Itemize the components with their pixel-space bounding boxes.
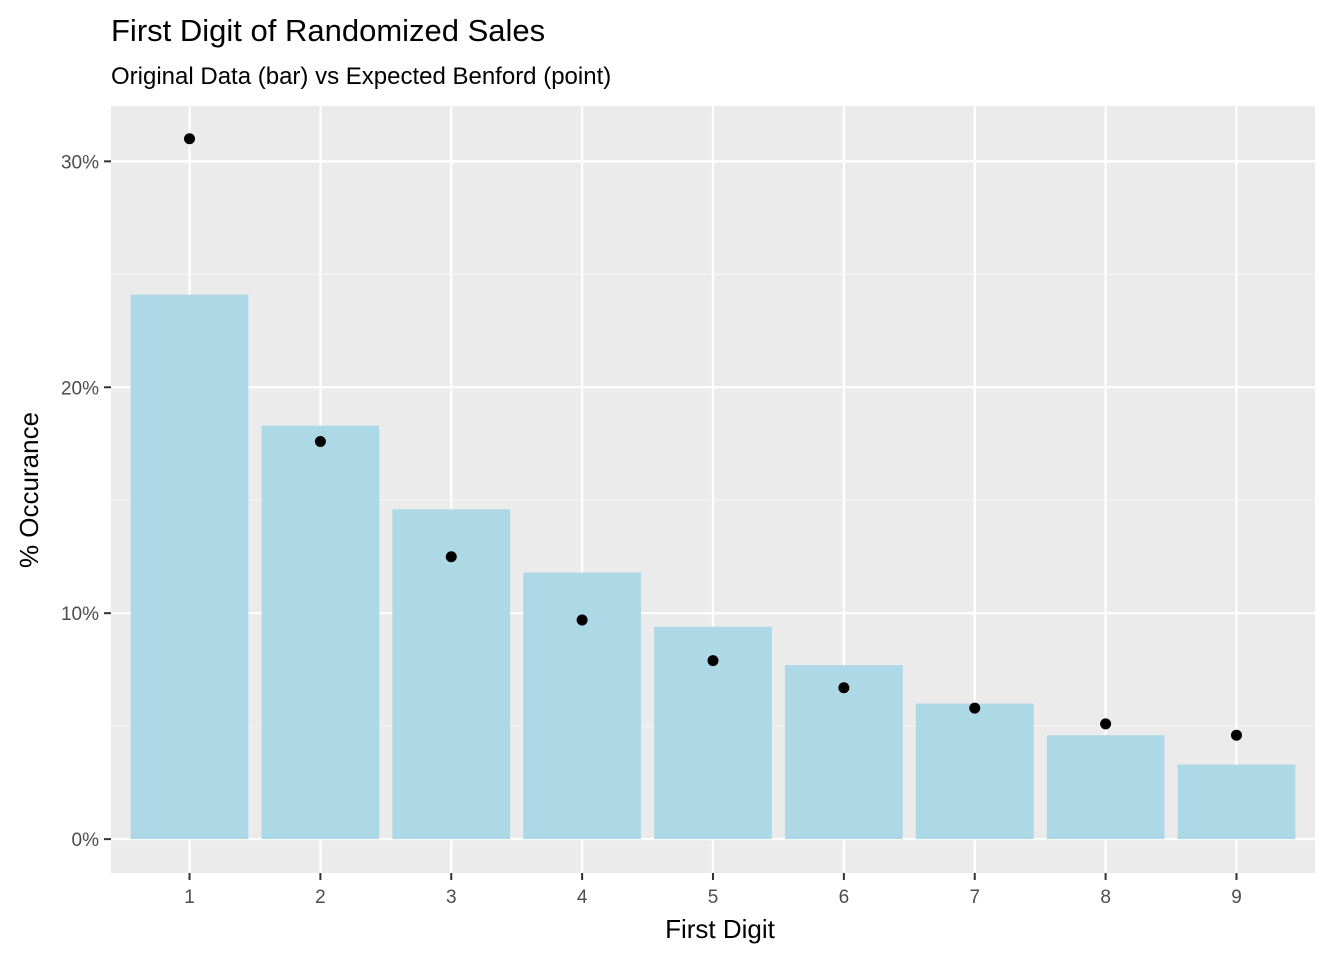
bar-1 (130, 294, 249, 840)
bar-9 (1177, 764, 1296, 840)
x-tick-label: 8 (1100, 887, 1111, 908)
point-series (184, 133, 1242, 741)
bar-6 (784, 665, 903, 840)
y-tick-label: 20% (61, 378, 99, 399)
point-2 (314, 435, 326, 447)
point-9 (1230, 729, 1242, 741)
chart-subtitle: Original Data (bar) vs Expected Benford … (111, 63, 611, 90)
bar-7 (915, 703, 1034, 840)
x-tick-label: 4 (577, 887, 588, 908)
x-axis: 1 2 3 4 5 6 7 8 9 (184, 873, 1242, 908)
point-5 (707, 655, 719, 667)
bar-2 (261, 425, 380, 840)
x-tick-label: 6 (839, 887, 850, 908)
point-4 (576, 614, 588, 626)
y-axis-title: % Occurance (14, 412, 44, 568)
y-tick-label: 0% (72, 830, 100, 851)
x-tick-label: 2 (315, 887, 326, 908)
point-7 (969, 702, 981, 714)
x-tick-label: 5 (708, 887, 719, 908)
x-axis-title: First Digit (665, 914, 776, 944)
x-tick-label: 3 (446, 887, 457, 908)
bar-4 (523, 572, 642, 840)
point-6 (838, 682, 850, 694)
bar-3 (392, 509, 511, 840)
point-3 (445, 551, 457, 563)
y-axis: 0% 10% 20% 30% (61, 152, 111, 851)
y-tick-label: 30% (61, 152, 99, 173)
chart-title: First Digit of Randomized Sales (111, 13, 545, 48)
x-tick-label: 9 (1231, 887, 1242, 908)
x-tick-label: 7 (969, 887, 980, 908)
y-tick-label: 10% (61, 604, 99, 625)
point-1 (184, 133, 196, 145)
point-8 (1100, 718, 1112, 730)
bar-series (130, 294, 1296, 840)
x-tick-label: 1 (184, 887, 195, 908)
bar-8 (1046, 735, 1165, 840)
